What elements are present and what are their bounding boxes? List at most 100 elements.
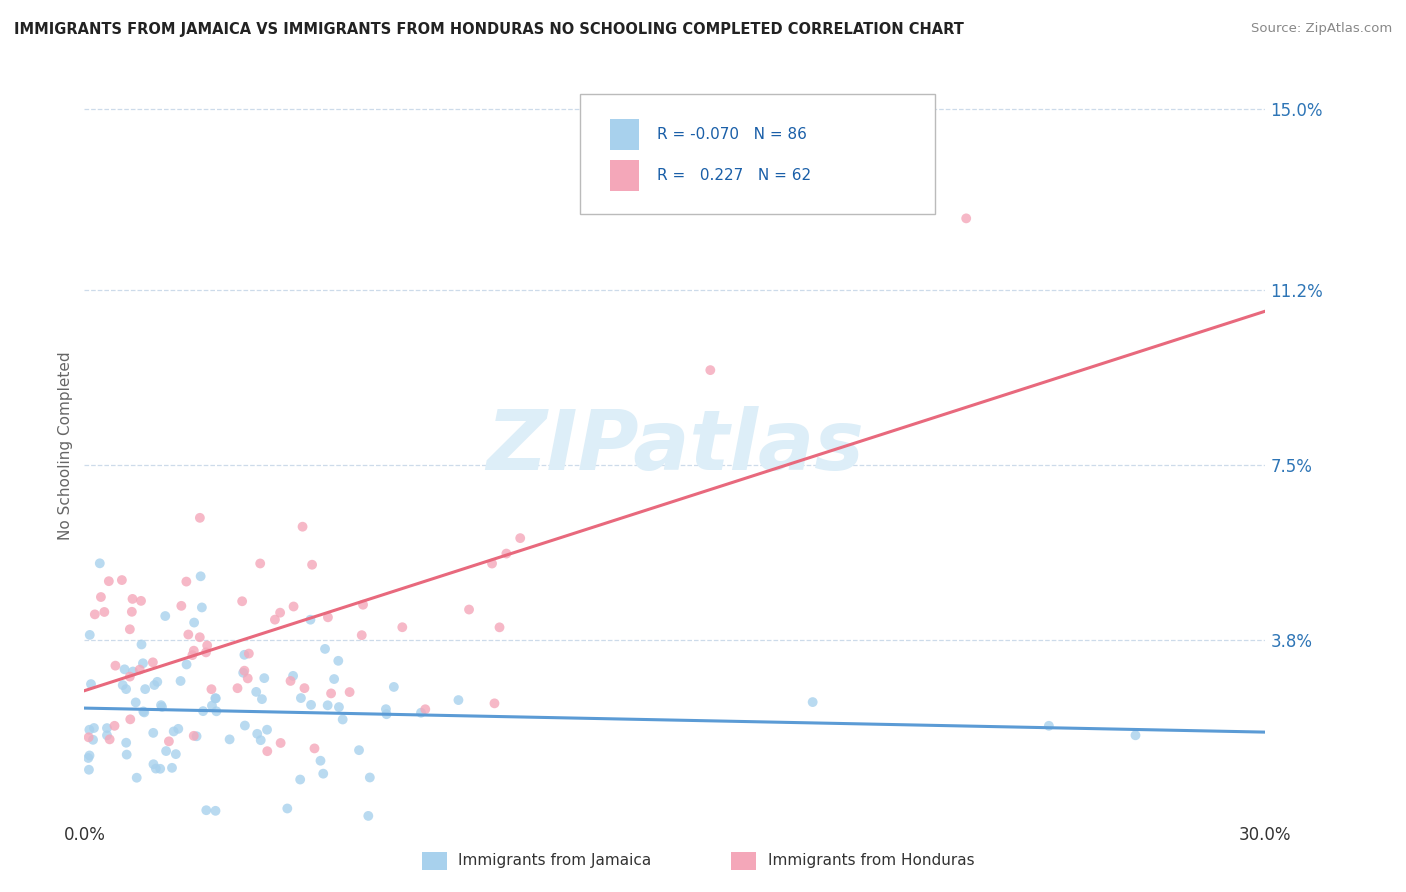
Point bbox=[97, 574, 120, 589]
Text: R =   0.227   N = 62: R = 0.227 N = 62 bbox=[657, 168, 811, 183]
Point bbox=[170, 599, 193, 613]
Point bbox=[96, 728, 118, 742]
Point bbox=[188, 511, 211, 525]
Point bbox=[169, 673, 191, 688]
Point bbox=[276, 801, 298, 815]
Point bbox=[195, 803, 218, 817]
Point bbox=[205, 704, 228, 718]
Point bbox=[90, 590, 112, 604]
Point bbox=[314, 641, 336, 656]
Point bbox=[375, 707, 398, 722]
Point bbox=[111, 573, 134, 587]
Point bbox=[245, 685, 267, 699]
Point bbox=[201, 698, 224, 713]
Point bbox=[145, 762, 167, 776]
Point bbox=[176, 574, 198, 589]
Point bbox=[98, 732, 121, 747]
Point bbox=[79, 748, 101, 763]
Point bbox=[79, 628, 101, 642]
Point bbox=[128, 663, 150, 677]
Point bbox=[103, 719, 125, 733]
Point bbox=[190, 569, 212, 583]
Point bbox=[319, 686, 342, 700]
Point bbox=[699, 363, 721, 377]
Point bbox=[131, 637, 153, 651]
FancyBboxPatch shape bbox=[610, 119, 640, 150]
Point bbox=[191, 600, 214, 615]
Point bbox=[204, 691, 226, 706]
Text: ZIPatlas: ZIPatlas bbox=[486, 406, 863, 486]
Point bbox=[80, 677, 103, 691]
Point bbox=[955, 211, 977, 226]
Text: Immigrants from Honduras: Immigrants from Honduras bbox=[768, 854, 974, 868]
Point bbox=[391, 620, 413, 634]
Text: Source: ZipAtlas.com: Source: ZipAtlas.com bbox=[1251, 22, 1392, 36]
Point bbox=[82, 732, 104, 747]
Point bbox=[83, 721, 105, 735]
Point bbox=[233, 664, 256, 678]
Point bbox=[183, 729, 205, 743]
Point bbox=[142, 757, 165, 772]
Point bbox=[299, 613, 322, 627]
Point bbox=[195, 639, 218, 653]
Point bbox=[290, 691, 312, 706]
Point bbox=[115, 682, 138, 697]
Point bbox=[77, 763, 100, 777]
Point bbox=[283, 599, 305, 614]
Point bbox=[291, 519, 314, 533]
Y-axis label: No Schooling Completed: No Schooling Completed bbox=[58, 351, 73, 541]
Point bbox=[294, 681, 316, 695]
Point bbox=[238, 647, 260, 661]
Point bbox=[413, 702, 436, 716]
Point bbox=[359, 771, 381, 785]
Point bbox=[118, 670, 141, 684]
Point bbox=[352, 598, 374, 612]
Point bbox=[183, 615, 205, 630]
Point bbox=[200, 682, 222, 697]
Point bbox=[125, 771, 148, 785]
Point bbox=[155, 744, 177, 758]
Point bbox=[256, 744, 278, 758]
Point bbox=[374, 702, 396, 716]
Point bbox=[176, 657, 198, 672]
Point bbox=[150, 700, 173, 714]
Point bbox=[121, 591, 143, 606]
Point bbox=[163, 724, 186, 739]
Point bbox=[155, 609, 177, 624]
Point bbox=[115, 736, 138, 750]
Point bbox=[77, 751, 100, 765]
Point bbox=[328, 654, 350, 668]
FancyBboxPatch shape bbox=[610, 160, 640, 191]
Point bbox=[114, 662, 136, 676]
Point bbox=[121, 605, 143, 619]
Point bbox=[120, 712, 142, 726]
Point bbox=[188, 630, 211, 644]
Point bbox=[281, 669, 304, 683]
Point bbox=[134, 682, 156, 697]
Point bbox=[132, 705, 155, 719]
Point bbox=[801, 695, 824, 709]
Point bbox=[83, 607, 105, 622]
Point bbox=[301, 558, 323, 572]
Point bbox=[149, 762, 172, 776]
Point bbox=[339, 685, 361, 699]
Point bbox=[125, 695, 148, 709]
Point bbox=[323, 672, 346, 686]
Point bbox=[304, 741, 326, 756]
Point bbox=[249, 557, 271, 571]
Point bbox=[111, 678, 134, 692]
Point bbox=[191, 704, 214, 718]
Point bbox=[288, 772, 311, 787]
Point bbox=[132, 657, 155, 671]
Point bbox=[347, 743, 370, 757]
Point bbox=[250, 692, 273, 706]
Point bbox=[269, 606, 291, 620]
Point bbox=[328, 700, 350, 714]
Point bbox=[226, 681, 249, 696]
Point bbox=[157, 734, 180, 748]
Point bbox=[167, 722, 190, 736]
Point bbox=[115, 747, 138, 762]
Point bbox=[186, 729, 208, 743]
Point bbox=[299, 698, 322, 712]
Point bbox=[316, 610, 339, 624]
